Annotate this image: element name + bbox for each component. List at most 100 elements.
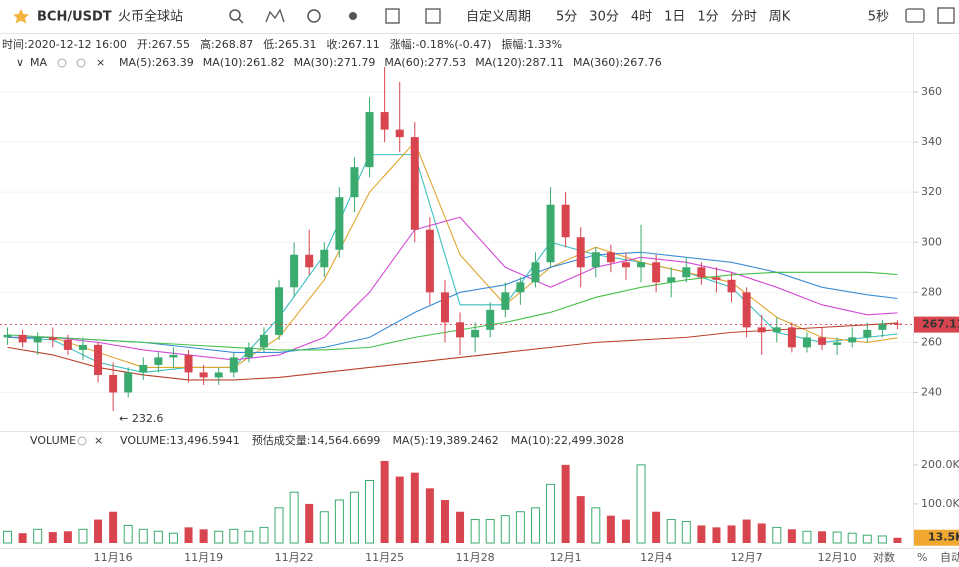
x-tick-label: 12月1 bbox=[550, 551, 582, 564]
candle-body bbox=[863, 329, 872, 338]
collapse-icon[interactable]: ∨ bbox=[16, 56, 24, 69]
volume-bar bbox=[818, 531, 827, 543]
candle-body bbox=[184, 354, 193, 373]
search-icon[interactable] bbox=[229, 9, 241, 21]
volume-bar bbox=[184, 527, 193, 543]
candle-body bbox=[335, 197, 344, 250]
last-price-label: 267.11 bbox=[922, 318, 959, 331]
refresh[interactable]: 5秒 bbox=[868, 10, 889, 25]
y-tick-label: 260 bbox=[921, 335, 942, 348]
ma-line bbox=[7, 141, 898, 368]
log-toggle[interactable]: 对数 bbox=[873, 550, 895, 564]
symbol[interactable]: BCH/USDT bbox=[37, 10, 112, 25]
settings-icon[interactable] bbox=[307, 9, 321, 23]
indicator-icon[interactable] bbox=[265, 8, 285, 23]
candle-body bbox=[652, 262, 661, 283]
search-icon-handle bbox=[238, 18, 244, 24]
candle-body bbox=[682, 267, 691, 278]
period-option[interactable]: 5分 bbox=[556, 10, 577, 25]
info-label: 低: bbox=[263, 38, 278, 51]
volume-bar bbox=[485, 519, 495, 544]
chart-icon[interactable] bbox=[425, 8, 441, 24]
candle-body bbox=[305, 254, 314, 268]
volume-bar bbox=[530, 507, 540, 544]
close-icon[interactable]: × bbox=[96, 56, 105, 69]
candle-body bbox=[727, 279, 736, 293]
candle-body bbox=[395, 129, 404, 138]
volume-bar bbox=[787, 529, 796, 543]
volume-bar bbox=[636, 464, 646, 544]
volume-bar bbox=[727, 525, 736, 543]
candle-body bbox=[3, 334, 12, 338]
candle-body bbox=[818, 337, 827, 345]
visibility-icon[interactable] bbox=[57, 58, 67, 68]
candle-body bbox=[531, 262, 540, 283]
volume-bar bbox=[757, 523, 766, 543]
volume-bar bbox=[289, 491, 299, 544]
fullscreen-icon[interactable] bbox=[937, 7, 955, 24]
period-option[interactable]: 周K bbox=[769, 10, 791, 25]
auto-toggle[interactable]: 自动 bbox=[940, 551, 959, 564]
period-option[interactable]: 1分 bbox=[697, 10, 718, 25]
candle-body bbox=[772, 327, 781, 333]
x-tick-label: 12月7 bbox=[731, 551, 763, 564]
candle-body bbox=[380, 112, 389, 130]
period-option[interactable]: 30分 bbox=[589, 10, 619, 25]
volume-setting-icon[interactable] bbox=[77, 436, 87, 446]
info-label: 收: bbox=[327, 37, 342, 51]
y-tick-label: 280 bbox=[921, 285, 942, 298]
candle-body bbox=[78, 344, 87, 350]
info-label: 涨幅: bbox=[390, 38, 416, 51]
volume-bar bbox=[606, 515, 615, 543]
last-volume-tag bbox=[914, 529, 959, 546]
volume-bar bbox=[546, 483, 556, 544]
exchange: 火币全球站 bbox=[118, 9, 183, 25]
info-value: 268.87 bbox=[215, 38, 254, 51]
volume-bar bbox=[697, 525, 706, 543]
camera-icon[interactable] bbox=[905, 8, 925, 23]
setting-icon[interactable] bbox=[76, 58, 86, 68]
candle-body bbox=[365, 112, 374, 168]
candle-body bbox=[697, 267, 706, 278]
star-icon[interactable] bbox=[13, 9, 29, 24]
volume-bar bbox=[229, 528, 239, 544]
period-bar: 自定义周期 5分 30分 4时 1日 1分 分时 周K bbox=[466, 10, 791, 25]
period-option[interactable]: 1日 bbox=[664, 10, 685, 25]
layout-icon[interactable] bbox=[385, 8, 400, 24]
period-option[interactable]: 分时 bbox=[731, 10, 757, 25]
volume-bar bbox=[681, 521, 691, 544]
candle-body bbox=[259, 334, 268, 348]
volume-bar bbox=[365, 479, 375, 544]
x-tick-label: 11月25 bbox=[365, 551, 404, 564]
toolbar bbox=[0, 0, 959, 33]
ma-line bbox=[7, 251, 898, 353]
volume-close-icon[interactable]: × bbox=[94, 434, 103, 447]
candle-body bbox=[486, 309, 495, 330]
candle-body bbox=[893, 323, 902, 325]
percent-toggle[interactable]: % bbox=[917, 551, 927, 564]
period-option[interactable]: 自定义周期 bbox=[466, 10, 531, 25]
candle-body bbox=[350, 167, 359, 198]
period-option[interactable]: 4时 bbox=[631, 10, 652, 25]
candle-body bbox=[109, 374, 118, 393]
volume-panel: VOLUME:13,496.5941 预估成交量:14,564.6699 MA(5)… bbox=[3, 433, 959, 546]
candle-body bbox=[425, 229, 434, 293]
volume-bar bbox=[893, 537, 902, 543]
candle-body bbox=[275, 287, 284, 335]
x-tick-label: 11月16 bbox=[94, 551, 133, 564]
volume-bar bbox=[18, 533, 27, 543]
volume-bar bbox=[425, 488, 434, 543]
candle-body bbox=[833, 342, 842, 345]
ma-line bbox=[7, 271, 898, 351]
volume-bar bbox=[274, 507, 284, 544]
low-annotation: ← 232.6 bbox=[119, 412, 163, 425]
volume-info: MA(5):19,389.2462 bbox=[392, 434, 498, 447]
theme-icon[interactable] bbox=[349, 12, 357, 20]
candle-body bbox=[501, 292, 510, 310]
volume-bar bbox=[652, 511, 661, 543]
volume-bar bbox=[832, 531, 842, 544]
candle-body bbox=[546, 204, 555, 263]
volume-legend-title: VOLUME bbox=[30, 434, 76, 447]
candle-body bbox=[848, 337, 857, 343]
candle-body bbox=[154, 357, 163, 365]
